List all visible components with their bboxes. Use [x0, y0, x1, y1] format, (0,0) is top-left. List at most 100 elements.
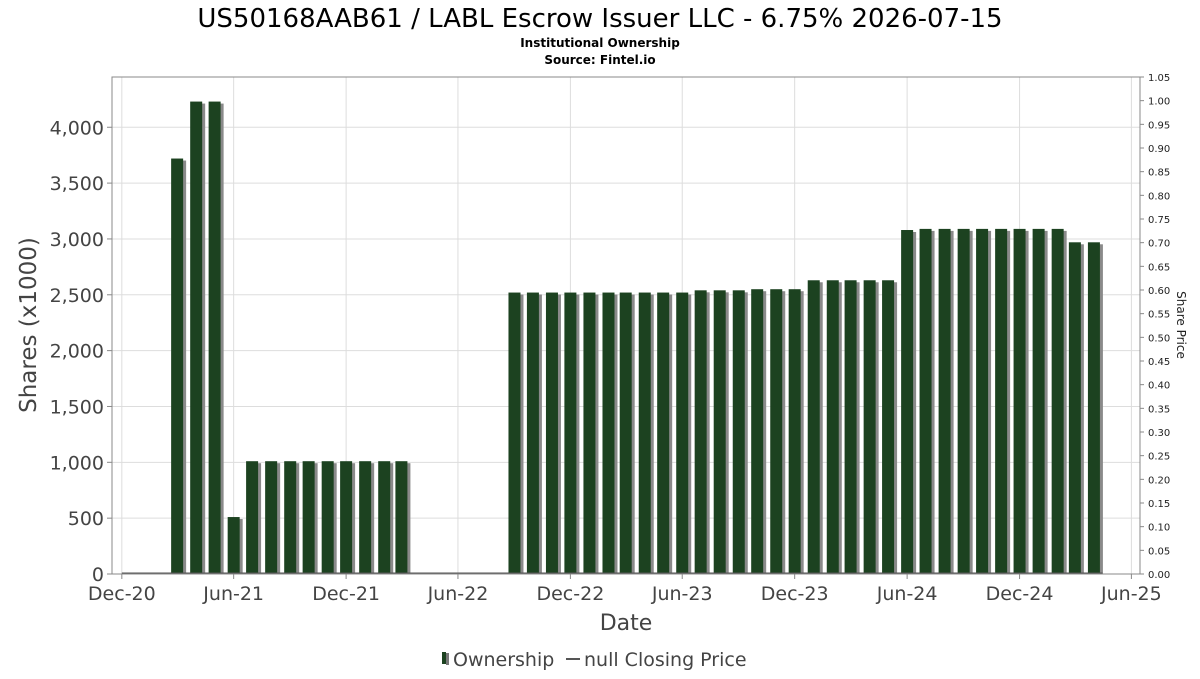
ownership-bar: [751, 289, 764, 574]
bars: [171, 101, 1103, 575]
x-tick-label: Dec-21: [312, 583, 380, 605]
ownership-bar: [713, 290, 726, 574]
ownership-bar: [882, 280, 895, 574]
x-tick-label: Dec-20: [88, 583, 156, 605]
ownership-bar: [321, 461, 334, 574]
ownership-bar: [545, 292, 558, 574]
plot-area-border: [111, 76, 1141, 575]
y-tick-label: 3,000: [50, 229, 104, 251]
ownership-bar: [208, 101, 221, 574]
legend-price-label: null Closing Price: [584, 649, 747, 671]
y2-axis-label: Share Price: [1174, 291, 1188, 359]
ownership-bar: [359, 461, 372, 574]
legend: Ownership null Closing Price: [442, 649, 747, 671]
ownership-bar: [508, 292, 521, 574]
y-tick-label: 1,000: [50, 452, 104, 474]
ownership-bar: [826, 280, 839, 574]
ownership-bar: [995, 228, 1008, 574]
y2-tick-label: 0.20: [1148, 475, 1170, 486]
ownership-bar: [171, 158, 184, 574]
y-tick-label: 3,500: [50, 173, 104, 195]
ownership-bar: [284, 461, 297, 574]
x-tick-label: Jun-24: [876, 583, 938, 605]
y-tick-label: 500: [68, 508, 104, 530]
ownership-bar: [676, 292, 689, 574]
y2-tick-label: 0.40: [1148, 381, 1170, 392]
ownership-bar: [564, 292, 577, 574]
x-tick-label: Jun-21: [202, 583, 264, 605]
ownership-bar: [919, 228, 932, 574]
chart-title: US50168AAB61 / LABL Escrow Issuer LLC - …: [197, 4, 1002, 34]
ownership-bar: [1087, 242, 1100, 575]
legend-ownership-swatch-shadow: [446, 653, 449, 665]
y-tick-label: 4,000: [50, 117, 104, 139]
y2-tick-label: 0.95: [1148, 120, 1170, 131]
ownership-bar: [863, 280, 876, 574]
y2-tick-label: 0.45: [1148, 357, 1170, 368]
ownership-bar: [770, 289, 783, 574]
y-tick-label: 1,500: [50, 396, 104, 418]
x-axis-label: Date: [600, 611, 653, 636]
ownership-bar: [395, 461, 408, 574]
y2-tick-label: 0.00: [1148, 570, 1170, 581]
ownership-bar: [807, 280, 820, 574]
x-tick-label: Jun-23: [651, 583, 713, 605]
ownership-bar: [657, 292, 670, 574]
y2-tick-label: 1.05: [1148, 73, 1170, 84]
x-tick-label: Jun-22: [427, 583, 489, 605]
y2-tick-label: 0.65: [1148, 262, 1170, 273]
ownership-bar: [340, 461, 353, 574]
y2-tick-label: 0.90: [1148, 144, 1170, 155]
ownership-bar: [583, 292, 596, 574]
ownership-bar: [246, 461, 259, 574]
x-tick-label: Jun-25: [1100, 583, 1162, 605]
y-tick-label: 2,500: [50, 285, 104, 307]
ownership-bar: [844, 280, 857, 574]
x-tick-label: Dec-23: [761, 583, 829, 605]
y2-tick-label: 1.00: [1148, 97, 1170, 108]
legend-ownership-swatch: [442, 652, 446, 664]
ownership-bar: [602, 292, 615, 574]
ownership-bar: [1032, 228, 1045, 574]
ownership-bar: [1051, 228, 1064, 574]
y-tick-label: 2,000: [50, 341, 104, 363]
y2-tick-label: 0.75: [1148, 215, 1170, 226]
y-tick-label: 0: [92, 564, 104, 586]
y2-tick-label: 0.80: [1148, 191, 1170, 202]
legend-ownership-label: Ownership: [453, 649, 554, 671]
y2-tick-label: 0.35: [1148, 404, 1170, 415]
ownership-bar: [938, 228, 951, 574]
y2-tick-label: 0.55: [1148, 310, 1170, 321]
ownership-bar: [957, 228, 970, 574]
x-tick-label: Dec-22: [536, 583, 604, 605]
ownership-bar: [732, 290, 745, 574]
ownership-bar: [190, 101, 203, 574]
chart-subtitle-ownership: Institutional Ownership: [520, 36, 680, 50]
x-tick-label: Dec-24: [986, 583, 1054, 605]
y2-tick-label: 0.85: [1148, 168, 1170, 179]
ownership-bar: [265, 461, 278, 574]
chart-subtitle-source: Source: Fintel.io: [544, 53, 655, 67]
y2-tick-label: 0.50: [1148, 333, 1170, 344]
axes: 0 500 1,000 1,500 2,000 2,500 3,000 3,500 4,000 D…: [50, 73, 1171, 605]
ownership-bar: [901, 230, 914, 575]
y-axis-label: Shares (x1000): [16, 237, 42, 413]
ownership-bar: [227, 517, 240, 574]
ownership-bar: [638, 292, 651, 574]
y2-tick-label: 0.15: [1148, 499, 1170, 510]
ownership-bar: [378, 461, 391, 574]
y2-tick-label: 0.70: [1148, 239, 1170, 250]
ownership-bar: [1068, 242, 1081, 575]
y2-tick-label: 0.30: [1148, 428, 1170, 439]
ownership-bar: [619, 292, 632, 574]
ownership-bar: [302, 461, 315, 574]
y2-tick-label: 0.60: [1148, 286, 1170, 297]
ownership-bar: [1013, 228, 1026, 574]
ownership-bar: [526, 292, 539, 574]
ownership-bar: [976, 228, 989, 574]
y2-tick-label: 0.10: [1148, 523, 1170, 534]
ownership-bar: [694, 290, 707, 574]
y2-tick-label: 0.05: [1148, 546, 1170, 557]
